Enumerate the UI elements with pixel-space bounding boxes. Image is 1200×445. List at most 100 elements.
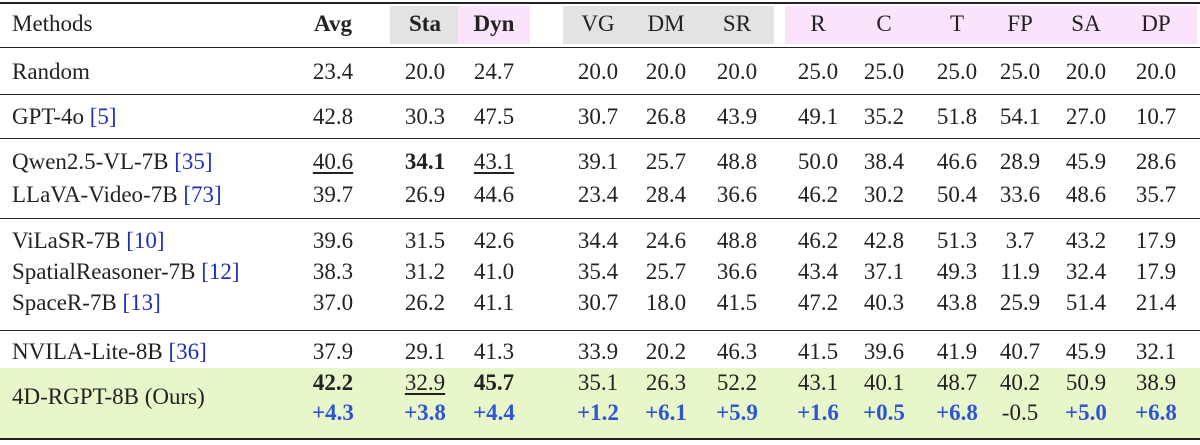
cell: 46.2 xyxy=(797,182,839,207)
method-name: SpaceR-7B [13] xyxy=(12,288,302,318)
rule xyxy=(0,330,1200,331)
cell: 33.9 xyxy=(577,339,619,364)
cell: 40.3 xyxy=(863,290,905,315)
cell: 25.9 xyxy=(999,290,1041,315)
cell: 41.9 xyxy=(936,339,978,364)
cell: 26.2 xyxy=(404,290,446,315)
cell: 27.0 xyxy=(1065,104,1107,129)
cell: 28.9 xyxy=(999,149,1041,174)
cell: 38.9 xyxy=(1135,370,1177,395)
header-band xyxy=(458,6,530,44)
cell: 51.8 xyxy=(936,104,978,129)
cell: 43.1 xyxy=(473,149,515,174)
cell: 25.7 xyxy=(645,259,687,284)
cell: SR xyxy=(722,11,752,36)
citation: [10] xyxy=(126,228,165,253)
cell: 39.6 xyxy=(863,339,905,364)
cell: 20.0 xyxy=(404,59,446,84)
cell: -0.5 xyxy=(1001,400,1039,425)
cell: DM xyxy=(647,11,685,36)
rule xyxy=(0,218,1200,219)
cell: 41.0 xyxy=(473,259,515,284)
cell: 24.6 xyxy=(645,228,687,253)
header-band xyxy=(785,6,1197,44)
cell: +1.6 xyxy=(797,400,839,425)
cell: 31.5 xyxy=(404,228,446,253)
rule xyxy=(0,94,1200,95)
cell: 48.6 xyxy=(1065,182,1107,207)
cell: 23.4 xyxy=(312,59,354,84)
cell: 37.1 xyxy=(863,259,905,284)
header-band xyxy=(390,6,458,44)
rule xyxy=(0,438,1200,440)
cell: 42.8 xyxy=(863,228,905,253)
cell: 48.7 xyxy=(936,370,978,395)
cell: 17.9 xyxy=(1135,228,1177,253)
cell: 40.7 xyxy=(999,339,1041,364)
method-label: ViLaSR-7B xyxy=(12,228,121,253)
cell: 47.2 xyxy=(797,290,839,315)
cell: 39.7 xyxy=(312,182,354,207)
cell: 10.7 xyxy=(1135,104,1177,129)
cell: 42.8 xyxy=(312,104,354,129)
cell: 43.2 xyxy=(1065,228,1107,253)
cell: 26.3 xyxy=(645,370,687,395)
method-name: Qwen2.5-VL-7B [35] xyxy=(12,147,302,177)
cell: 31.2 xyxy=(404,259,446,284)
rule xyxy=(0,2,1200,4)
citation: [35] xyxy=(174,149,213,174)
cell: 50.0 xyxy=(797,149,839,174)
cell: 40.1 xyxy=(863,370,905,395)
cell: 34.4 xyxy=(577,228,619,253)
cell: +4.4 xyxy=(473,400,515,425)
method-name: 4D-RGPT-8B (Ours) xyxy=(12,384,205,409)
cell: 38.4 xyxy=(863,149,905,174)
cell: 25.0 xyxy=(863,59,905,84)
cell: +3.8 xyxy=(404,400,446,425)
cell: +6.8 xyxy=(1135,400,1177,425)
method-label: GPT-4o xyxy=(12,104,84,129)
cell: 28.4 xyxy=(645,182,687,207)
method-label: NVILA-Lite-8B xyxy=(12,339,163,364)
cell: 43.9 xyxy=(716,104,758,129)
cell: 36.6 xyxy=(716,259,758,284)
method-label: LLaVA-Video-7B xyxy=(12,182,178,207)
cell: 41.3 xyxy=(473,339,515,364)
rule xyxy=(0,138,1200,139)
cell: 30.7 xyxy=(577,290,619,315)
cell: 42.6 xyxy=(473,228,515,253)
cell: 20.0 xyxy=(577,59,619,84)
cell: +6.8 xyxy=(936,400,978,425)
method-label: SpaceR-7B xyxy=(12,290,117,315)
method-name: GPT-4o [5] xyxy=(12,102,302,132)
citation: [5] xyxy=(89,104,117,129)
ours-band xyxy=(0,368,1200,438)
cell: 36.6 xyxy=(716,182,758,207)
cell: 54.1 xyxy=(999,104,1041,129)
cell: 38.3 xyxy=(312,259,354,284)
cell: 48.8 xyxy=(716,149,758,174)
cell: +5.9 xyxy=(716,400,758,425)
cell: 50.9 xyxy=(1065,370,1107,395)
method-name: LLaVA-Video-7B [73] xyxy=(12,180,302,210)
citation: [13] xyxy=(122,290,161,315)
cell: 30.2 xyxy=(863,182,905,207)
cell: 46.2 xyxy=(797,228,839,253)
cell: 25.0 xyxy=(936,59,978,84)
method-name: NVILA-Lite-8B [36] xyxy=(12,337,302,367)
cell: 32.1 xyxy=(1135,339,1177,364)
cell: Sta xyxy=(409,11,441,36)
cell: VG xyxy=(581,11,615,36)
cell: C xyxy=(876,11,892,36)
cell: 26.9 xyxy=(404,182,446,207)
cell: 46.6 xyxy=(936,149,978,174)
cell: 43.8 xyxy=(936,290,978,315)
header-band xyxy=(563,6,774,44)
cell: 45.9 xyxy=(1065,149,1107,174)
cell: 23.4 xyxy=(577,182,619,207)
cell: DP xyxy=(1141,11,1171,36)
cell: R xyxy=(810,11,826,36)
cell: 26.8 xyxy=(645,104,687,129)
cell: 49.3 xyxy=(936,259,978,284)
cell: 20.0 xyxy=(1065,59,1107,84)
